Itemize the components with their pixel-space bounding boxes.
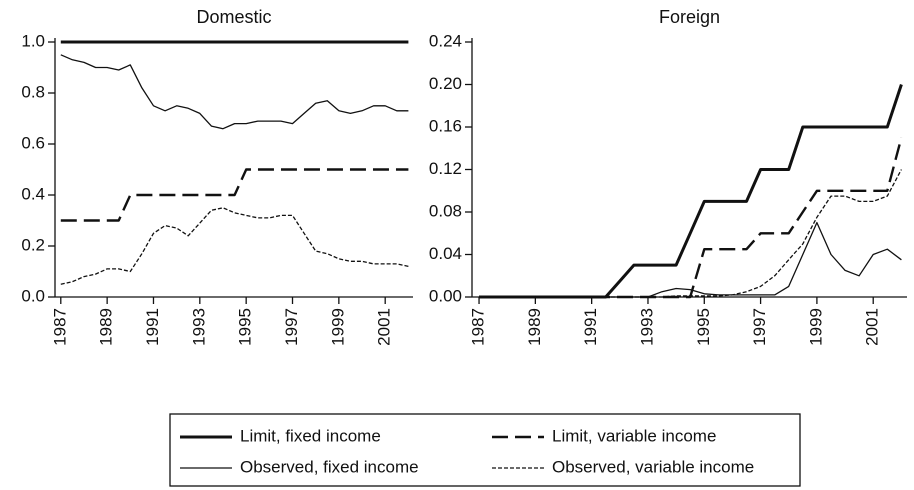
x-tick-label: 1991 — [581, 308, 600, 346]
series-line — [479, 169, 902, 298]
series-line — [60, 207, 409, 285]
y-tick-label: 0.6 — [21, 133, 45, 152]
y-tick-label: 0.16 — [429, 116, 462, 135]
y-tick-label: 0.4 — [21, 184, 45, 203]
series-line — [479, 221, 902, 298]
legend-label: Limit, variable income — [552, 426, 716, 445]
x-tick-label: 1995 — [236, 308, 255, 346]
y-tick-label: 0.12 — [429, 159, 462, 178]
y-tick-label: 0.00 — [429, 286, 462, 305]
x-tick-label: 1987 — [50, 308, 69, 346]
x-tick-label: 1991 — [143, 308, 162, 346]
x-tick-label: 2001 — [375, 308, 394, 346]
plot-frame — [55, 38, 413, 297]
x-tick-label: 2001 — [863, 308, 882, 346]
x-tick-label: 1987 — [469, 308, 488, 346]
legend-label: Observed, fixed income — [240, 457, 419, 476]
legend-label: Limit, fixed income — [240, 426, 381, 445]
x-tick-label: 1997 — [750, 308, 769, 346]
y-tick-label: 0.08 — [429, 201, 462, 220]
panel-title: Foreign — [659, 7, 720, 27]
y-tick-label: 0.20 — [429, 74, 462, 93]
x-tick-label: 1989 — [525, 308, 544, 346]
y-tick-label: 0.04 — [429, 244, 462, 263]
y-tick-label: 0.2 — [21, 235, 45, 254]
y-tick-label: 1.0 — [21, 31, 45, 50]
x-tick-label: 1989 — [97, 308, 116, 346]
x-tick-label: 1995 — [694, 308, 713, 346]
series-line — [60, 168, 409, 222]
x-tick-label: 1993 — [189, 308, 208, 346]
y-tick-label: 0.24 — [429, 31, 462, 50]
legend-box — [169, 413, 801, 487]
series-line — [479, 137, 903, 299]
x-tick-label: 1999 — [806, 308, 825, 346]
x-tick-label: 1999 — [328, 308, 347, 346]
x-tick-label: 1997 — [282, 308, 301, 346]
legend-label: Observed, variable income — [552, 457, 754, 476]
panel-title: Domestic — [196, 7, 271, 27]
x-tick-label: 1993 — [637, 308, 656, 346]
series-line — [60, 54, 409, 130]
plot-frame — [472, 38, 907, 297]
y-tick-label: 0.8 — [21, 82, 45, 101]
y-tick-label: 0.0 — [21, 286, 45, 305]
